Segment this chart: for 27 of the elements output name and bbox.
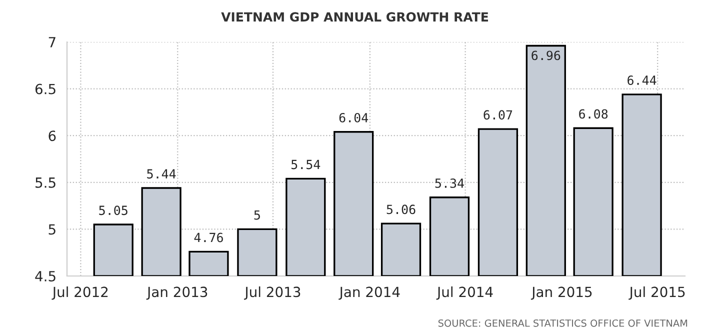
y-tick-label: 6	[48, 130, 56, 142]
x-tick-label: Jul 2015	[628, 286, 685, 300]
data-label: 5.44	[147, 169, 176, 179]
data-label: 5.05	[99, 206, 128, 216]
y-tick-label: 7	[48, 37, 56, 48]
y-tick-label: 4.5	[35, 271, 56, 282]
data-label: 5.06	[386, 204, 416, 214]
data-label: 6.44	[628, 76, 656, 85]
y-tick-label: 5	[48, 224, 56, 235]
source-note: SOURCE: GENERAL STATISTICS OFFICE OF VIETNAM	[438, 319, 688, 327]
data-label: 6.07	[484, 110, 512, 120]
x-tick-label: Jan 2013	[146, 286, 208, 300]
x-tick-label: Jul 2013	[244, 286, 300, 300]
data-label: 6.08	[579, 109, 608, 119]
data-label: 5.54	[291, 160, 320, 170]
x-tick-label: Jan 2014	[338, 286, 400, 300]
y-tick-label: 5.5	[36, 178, 56, 188]
data-label: 6.04	[339, 112, 368, 122]
x-tick-label: Jul 2012	[52, 286, 108, 300]
data-label: 6.96	[532, 50, 560, 60]
y-tick-label: 6.5	[35, 84, 56, 94]
x-tick-label: Jul 2014	[436, 286, 493, 300]
chart-title: VIETNAM GDP ANNUAL GROWTH RATE	[221, 12, 488, 22]
data-label: 5	[254, 210, 260, 220]
data-label: 5.34	[435, 178, 464, 188]
data-label: 4.76	[194, 232, 223, 242]
x-tick-label: Jan 2015	[530, 286, 592, 300]
